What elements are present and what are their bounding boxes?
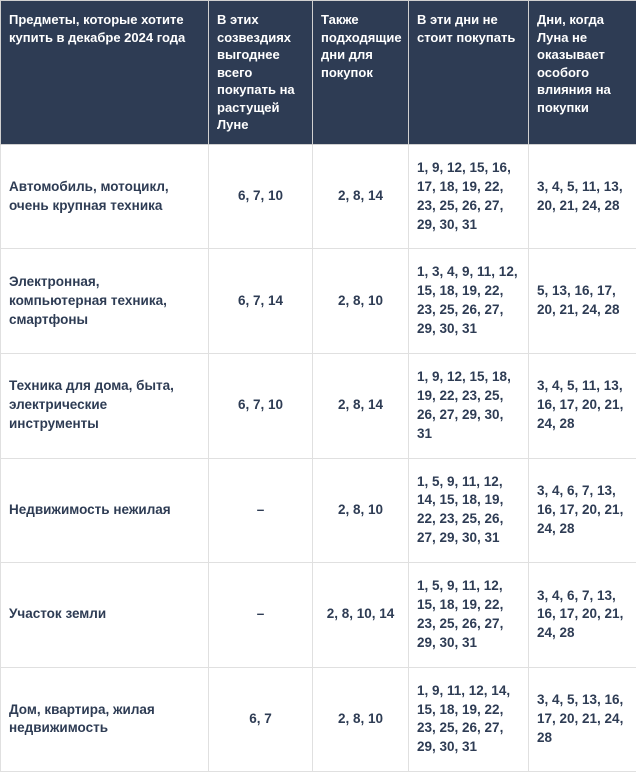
cell-also: 2, 8, 10	[313, 458, 409, 563]
cell-neutral: 3, 4, 6, 7, 13, 16, 17, 20, 21, 24, 28	[529, 563, 636, 668]
col-header-items: Предметы, которые хотите купить в декабр…	[1, 1, 209, 145]
cell-also: 2, 8, 10	[313, 249, 409, 354]
cell-neutral: 3, 4, 5, 11, 13, 20, 21, 24, 28	[529, 144, 636, 249]
cell-also: 2, 8, 14	[313, 353, 409, 458]
cell-best: –	[209, 563, 313, 668]
cell-best: –	[209, 458, 313, 563]
cell-best: 6, 7, 10	[209, 144, 313, 249]
cell-also: 2, 8, 14	[313, 144, 409, 249]
table-row: Техника для дома, быта, электрические ин…	[1, 353, 636, 458]
cell-name: Недвижимость нежилая	[1, 458, 209, 563]
header-row: Предметы, которые хотите купить в декабр…	[1, 1, 636, 145]
cell-best: 6, 7, 14	[209, 249, 313, 354]
cell-best: 6, 7	[209, 667, 313, 772]
cell-avoid: 1, 9, 12, 15, 18, 19, 22, 23, 25, 26, 27…	[409, 353, 529, 458]
table-row: Дом, квартира, жилая недвижимость 6, 7 2…	[1, 667, 636, 772]
col-header-neutral: Дни, когда Луна не оказывает особого вли…	[529, 1, 636, 145]
cell-name: Техника для дома, быта, электрические ин…	[1, 353, 209, 458]
table-row: Участок земли – 2, 8, 10, 14 1, 5, 9, 11…	[1, 563, 636, 668]
cell-name: Электронная, компьютерная техника, смарт…	[1, 249, 209, 354]
cell-avoid: 1, 9, 12, 15, 16, 17, 18, 19, 22, 23, 25…	[409, 144, 529, 249]
col-header-also: Также подходящие дни для покупок	[313, 1, 409, 145]
table-row: Недвижимость нежилая – 2, 8, 10 1, 5, 9,…	[1, 458, 636, 563]
cell-neutral: 3, 4, 5, 11, 13, 16, 17, 20, 21, 24, 28	[529, 353, 636, 458]
cell-avoid: 1, 9, 11, 12, 14, 15, 18, 19, 22, 23, 25…	[409, 667, 529, 772]
table-body: Автомобиль, мотоцикл, очень крупная техн…	[1, 144, 636, 771]
cell-neutral: 5, 13, 16, 17, 20, 21, 24, 28	[529, 249, 636, 354]
cell-name: Автомобиль, мотоцикл, очень крупная техн…	[1, 144, 209, 249]
cell-avoid: 1, 5, 9, 11, 12, 14, 15, 18, 19, 22, 23,…	[409, 458, 529, 563]
table-header: Предметы, которые хотите купить в декабр…	[1, 1, 636, 145]
table-row: Автомобиль, мотоцикл, очень крупная техн…	[1, 144, 636, 249]
cell-name: Участок земли	[1, 563, 209, 668]
col-header-avoid: В эти дни не стоит покупать	[409, 1, 529, 145]
cell-name: Дом, квартира, жилая недвижимость	[1, 667, 209, 772]
cell-best: 6, 7, 10	[209, 353, 313, 458]
cell-neutral: 3, 4, 5, 13, 16, 17, 20, 21, 24, 28	[529, 667, 636, 772]
table-row: Электронная, компьютерная техника, смарт…	[1, 249, 636, 354]
cell-avoid: 1, 3, 4, 9, 11, 12, 15, 18, 19, 22, 23, …	[409, 249, 529, 354]
col-header-best: В этих созвездиях выгоднее всего покупат…	[209, 1, 313, 145]
cell-neutral: 3, 4, 6, 7, 13, 16, 17, 20, 21, 24, 28	[529, 458, 636, 563]
purchase-calendar-table: Предметы, которые хотите купить в декабр…	[0, 0, 636, 772]
cell-avoid: 1, 5, 9, 11, 12, 15, 18, 19, 22, 23, 25,…	[409, 563, 529, 668]
cell-also: 2, 8, 10, 14	[313, 563, 409, 668]
cell-also: 2, 8, 10	[313, 667, 409, 772]
